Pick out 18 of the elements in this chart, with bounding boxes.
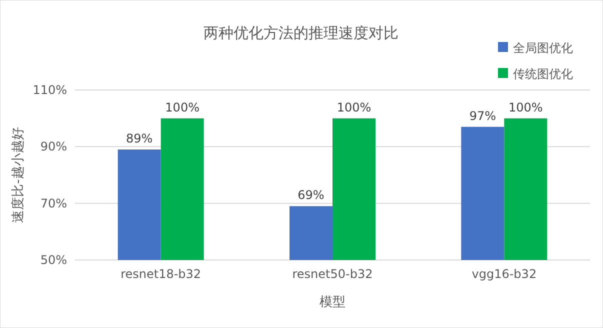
legend-label: 传统图优化 <box>513 67 573 81</box>
data-label: 100% <box>336 100 372 114</box>
x-axis-title: 模型 <box>320 295 346 310</box>
data-label: 100% <box>508 100 543 114</box>
data-label: 69% <box>298 188 324 202</box>
y-tick-label: 70% <box>40 196 67 210</box>
data-label: 89% <box>126 132 153 146</box>
x-tick-label: resnet18-b32 <box>120 267 202 281</box>
x-tick-label: vgg16-b32 <box>472 267 537 281</box>
legend-label: 全局图优化 <box>513 41 573 55</box>
y-tick-label: 110% <box>32 83 67 97</box>
chart-title: 两种优化方法的推理速度对比 <box>204 24 398 42</box>
data-label: 97% <box>469 108 496 123</box>
y-tick-label: 50% <box>40 253 67 267</box>
x-tick-label: resnet50-b32 <box>292 267 373 281</box>
y-tick-label: 90% <box>40 140 67 154</box>
data-label: 100% <box>165 100 200 114</box>
y-axis-title: 速度比-越小越好 <box>10 127 26 223</box>
